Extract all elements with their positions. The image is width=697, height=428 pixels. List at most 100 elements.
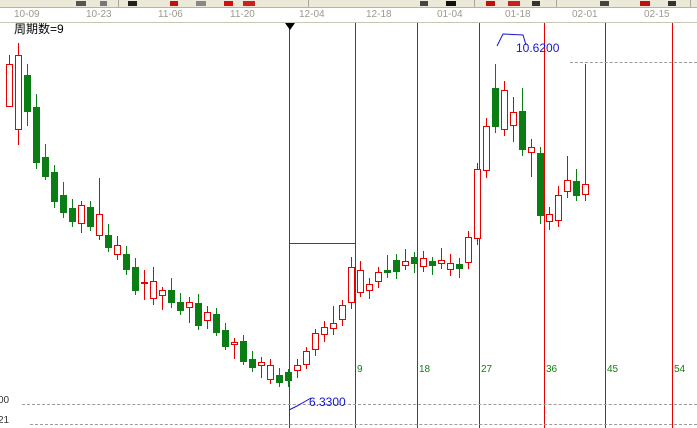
candle-body bbox=[420, 258, 427, 268]
candle-body bbox=[456, 264, 463, 269]
toolbar-separator bbox=[308, 0, 309, 7]
candle-body bbox=[510, 112, 517, 126]
candle-body bbox=[528, 146, 535, 153]
date-axis-tick: 12-04 bbox=[299, 9, 325, 20]
candle-body bbox=[213, 313, 220, 334]
candle-body bbox=[96, 214, 103, 236]
date-axis-tick: 01-18 bbox=[505, 9, 531, 20]
date-axis-tick: 12-18 bbox=[366, 9, 392, 20]
toolbar-separator bbox=[474, 0, 475, 7]
period-count-tick: 18 bbox=[419, 364, 431, 375]
candle-body bbox=[123, 253, 130, 271]
price-axis-label: 21 bbox=[0, 415, 10, 426]
toolbar-button[interactable] bbox=[420, 1, 428, 6]
candle-body bbox=[573, 181, 580, 197]
candle-body bbox=[204, 312, 211, 322]
candle-wick bbox=[333, 306, 334, 335]
toolbar-button[interactable] bbox=[532, 1, 540, 6]
toolbar-separator bbox=[690, 0, 691, 7]
period-vertical-line bbox=[355, 23, 356, 428]
candle-body bbox=[141, 282, 148, 285]
candle-wick bbox=[567, 155, 568, 198]
candlestick-plot-area[interactable]: 周期数=9 9 18 27 36 45 54 00 21 10.6200 6.3300 bbox=[0, 23, 697, 428]
candle-body bbox=[33, 106, 40, 164]
candle-body bbox=[114, 244, 121, 256]
candle-body bbox=[483, 125, 490, 171]
candle-body bbox=[294, 364, 301, 371]
candle-body bbox=[6, 64, 13, 107]
toolbar-button[interactable] bbox=[170, 1, 178, 6]
period-count-tick: 27 bbox=[481, 364, 493, 375]
toolbar-button[interactable] bbox=[446, 1, 456, 6]
price-axis-label: 00 bbox=[0, 395, 10, 406]
candle-body bbox=[438, 259, 445, 265]
toolbar-button[interactable] bbox=[600, 1, 609, 6]
candle-body bbox=[60, 194, 67, 213]
period-count-tick: 9 bbox=[357, 364, 363, 375]
candle-body bbox=[186, 301, 193, 308]
cursor-marker-icon bbox=[285, 23, 295, 30]
candle-body bbox=[366, 283, 373, 292]
date-axis: 10-09 10-23 11-06 11-20 12-04 12-18 01-04 01-18… bbox=[0, 9, 697, 22]
candle-body bbox=[105, 234, 112, 248]
annotation-price-label: 10.6200 bbox=[516, 41, 560, 55]
date-axis-tick: 10-23 bbox=[86, 9, 112, 20]
candle-body bbox=[222, 330, 229, 347]
candle-body bbox=[267, 364, 274, 380]
candle-body bbox=[24, 74, 31, 113]
toolbar-button[interactable] bbox=[668, 1, 676, 6]
candle-body bbox=[501, 89, 508, 131]
toolbar-button[interactable] bbox=[128, 1, 137, 6]
reference-dashed-line bbox=[22, 404, 697, 405]
candle-body bbox=[537, 152, 544, 216]
candle-body bbox=[69, 208, 76, 222]
candle-body bbox=[87, 206, 94, 227]
candle-body bbox=[339, 304, 346, 320]
candle-body bbox=[492, 88, 499, 128]
date-axis-tick: 02-15 bbox=[644, 9, 670, 20]
period-count-tick: 45 bbox=[607, 364, 619, 375]
candle-wick bbox=[261, 357, 262, 379]
candle-wick bbox=[432, 256, 433, 275]
toolbar-separator bbox=[556, 0, 557, 7]
candle-body bbox=[447, 262, 454, 271]
toolbar-button[interactable] bbox=[508, 1, 520, 6]
period-count-tick: 54 bbox=[674, 364, 686, 375]
toolbar-button[interactable] bbox=[76, 1, 86, 6]
candle-body bbox=[303, 351, 310, 365]
period-vertical-line bbox=[605, 23, 606, 428]
period-vertical-line bbox=[544, 23, 545, 428]
candle-body bbox=[168, 289, 175, 304]
candle-wick bbox=[162, 286, 163, 310]
toolbar-button[interactable] bbox=[640, 1, 650, 6]
candle-body bbox=[555, 194, 562, 221]
candle-body bbox=[312, 333, 319, 350]
candle-body bbox=[177, 301, 184, 311]
candle-body bbox=[582, 184, 589, 195]
candle-body bbox=[564, 179, 571, 192]
period-vertical-line bbox=[289, 23, 290, 428]
candle-body bbox=[384, 270, 391, 274]
candle-body bbox=[321, 327, 328, 335]
candle-wick bbox=[405, 249, 406, 271]
candle-body bbox=[132, 267, 139, 292]
toolbar-button[interactable] bbox=[196, 1, 206, 6]
candle-body bbox=[195, 303, 202, 326]
candle-body bbox=[240, 340, 247, 362]
date-axis-tick: 11-20 bbox=[230, 9, 255, 20]
toolbar-button[interactable] bbox=[100, 1, 107, 6]
candle-wick bbox=[189, 297, 190, 323]
period-vertical-line bbox=[672, 23, 673, 428]
candle-body bbox=[393, 259, 400, 272]
period-count-tick: 36 bbox=[546, 364, 558, 375]
candle-body bbox=[150, 280, 157, 299]
candle-body bbox=[465, 237, 472, 263]
toolbar-button[interactable] bbox=[224, 1, 233, 6]
toolbar-button[interactable] bbox=[243, 1, 255, 6]
toolbar-strip[interactable] bbox=[0, 0, 697, 8]
candle-body bbox=[159, 289, 166, 296]
candle-body bbox=[411, 256, 418, 265]
date-axis-tick: 11-06 bbox=[158, 9, 183, 20]
toolbar-button[interactable] bbox=[486, 1, 495, 6]
